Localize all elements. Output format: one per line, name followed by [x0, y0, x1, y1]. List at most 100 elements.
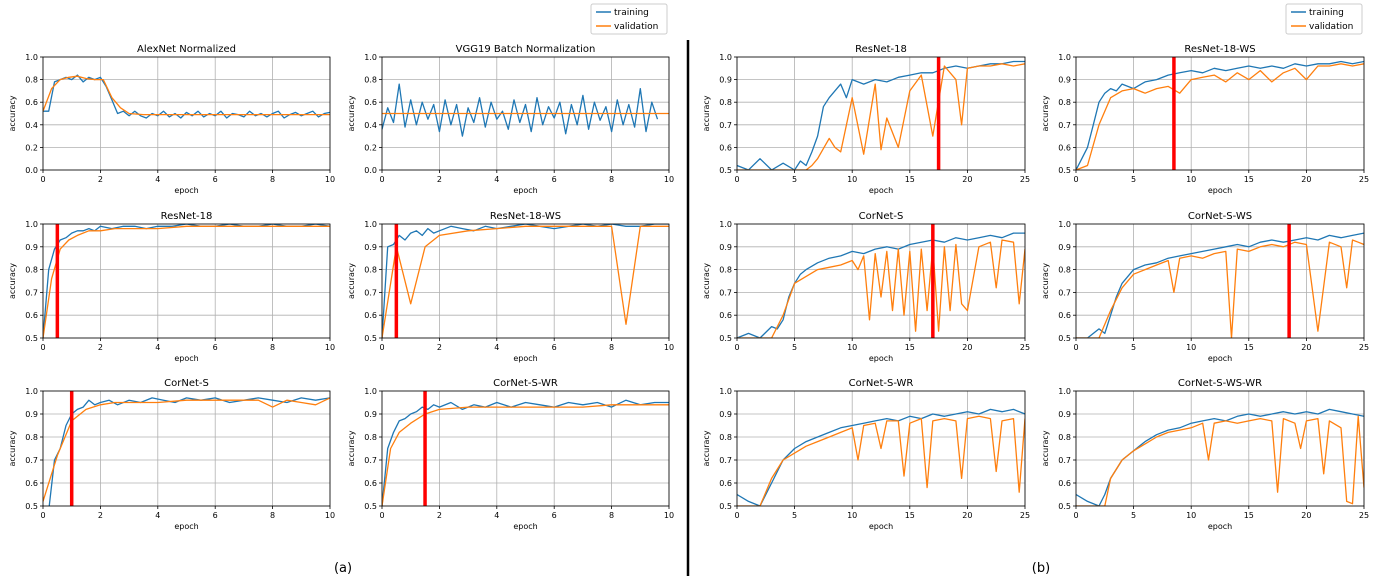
subplot-8: 0 5 10 15 20 25 0.5 0.6 0.7 0.8 0.9 1.0 CorNet-S epoc… — [702, 211, 1030, 363]
x-tick-label-0: 0 — [734, 175, 739, 184]
y-tick-label-4: 0.9 — [25, 410, 38, 419]
axes-frame — [42, 56, 331, 171]
y-tick-label-4: 0.9 — [719, 76, 732, 85]
x-tick-label-4: 20 — [962, 343, 972, 352]
y-tick-label-3: 0.8 — [719, 266, 732, 275]
x-tick-label-1: 5 — [1131, 343, 1136, 352]
y-tick-label-5: 1.0 — [25, 53, 38, 62]
x-tick-label-0: 0 — [40, 343, 45, 352]
subplot-11: 0 5 10 15 20 25 0.5 0.6 0.7 0.8 0.9 1.0 CorNet-S-WS-… — [1041, 378, 1369, 531]
y-tick-label-0: 0.5 — [25, 502, 38, 511]
series-line-training — [382, 83, 659, 137]
y-tick-label-2: 0.7 — [364, 456, 377, 465]
x-tick-label-1: 2 — [98, 343, 103, 352]
subplot-title: CorNet-S-WS — [1188, 211, 1252, 222]
series-line-training — [1076, 408, 1364, 506]
subplot-title: ResNet-18 — [855, 44, 907, 55]
series-line-validation — [1076, 415, 1364, 506]
series-line-training — [737, 60, 1025, 170]
y-tick-label-0: 0.5 — [1058, 334, 1071, 343]
x-tick-label-4: 20 — [962, 511, 972, 520]
y-tick-label-3: 0.6 — [364, 98, 377, 107]
x-tick-label-2: 10 — [847, 175, 857, 184]
axes-frame — [1075, 390, 1365, 507]
axes-frame — [42, 223, 331, 339]
x-tick-label-0: 0 — [379, 175, 384, 184]
y-tick-label-2: 0.7 — [719, 288, 732, 297]
subplot-title: CorNet-S — [164, 378, 209, 389]
series-line-training — [43, 224, 330, 338]
legend-a: training validation — [590, 3, 668, 35]
y-tick-label-2: 0.7 — [25, 288, 38, 297]
x-tick-label-3: 15 — [905, 511, 915, 520]
x-tick-label-5: 10 — [664, 511, 674, 520]
series-group — [1076, 224, 1364, 338]
x-axis-label: epoch — [1208, 522, 1232, 531]
x-tick-label-4: 20 — [1301, 343, 1311, 352]
x-tick-label-1: 2 — [437, 511, 442, 520]
x-tick-label-3: 15 — [1244, 511, 1254, 520]
x-tick-label-3: 6 — [552, 343, 557, 352]
y-tick-label-2: 0.7 — [364, 288, 377, 297]
y-tick-label-0: 0.5 — [25, 334, 38, 343]
x-tick-label-3: 6 — [552, 175, 557, 184]
x-tick-label-5: 25 — [1020, 175, 1030, 184]
y-axis-label: accuracy — [1041, 95, 1050, 131]
x-tick-label-3: 6 — [213, 511, 218, 520]
x-axis-label: epoch — [174, 186, 198, 195]
x-tick-label-1: 2 — [437, 343, 442, 352]
x-axis-label: epoch — [513, 186, 537, 195]
y-axis-label: accuracy — [702, 430, 711, 466]
y-tick-label-1: 0.6 — [1058, 143, 1071, 152]
x-tick-label-1: 5 — [1131, 511, 1136, 520]
series-group — [43, 74, 330, 119]
y-tick-label-2: 0.7 — [1058, 288, 1071, 297]
y-axis-label: accuracy — [702, 263, 711, 299]
x-tick-label-3: 15 — [1244, 343, 1254, 352]
y-tick-label-1: 0.2 — [25, 143, 38, 152]
subplot-3: 0 2 4 6 8 10 0.5 0.6 0.7 0.8 0.9 1.0 ResNet-18-WS epo… — [347, 211, 674, 363]
x-tick-label-4: 8 — [270, 511, 275, 520]
legend-b: training validation — [1285, 3, 1363, 35]
x-tick-label-0: 0 — [1073, 175, 1078, 184]
y-tick-label-4: 0.9 — [1058, 243, 1071, 252]
x-tick-label-5: 25 — [1020, 343, 1030, 352]
y-tick-label-3: 0.6 — [25, 98, 38, 107]
y-tick-label-4: 0.9 — [719, 410, 732, 419]
x-axis-label: epoch — [513, 522, 537, 531]
x-axis-label: epoch — [513, 354, 537, 363]
series-line-training — [737, 408, 1025, 506]
axes-frame — [381, 223, 670, 339]
series-line-validation — [43, 75, 330, 116]
axes-frame — [381, 56, 670, 171]
series-line-training — [1076, 60, 1364, 170]
x-tick-label-4: 20 — [1301, 511, 1311, 520]
subplot-title: VGG19 Batch Normalization — [456, 44, 596, 55]
x-tick-label-2: 4 — [155, 175, 160, 184]
axes-frame — [42, 390, 331, 507]
x-axis-label: epoch — [869, 354, 893, 363]
x-axis-label: epoch — [1208, 354, 1232, 363]
y-tick-label-3: 0.8 — [1058, 266, 1071, 275]
y-tick-label-3: 0.8 — [1058, 433, 1071, 442]
y-tick-label-4: 0.9 — [25, 243, 38, 252]
x-tick-label-2: 10 — [847, 343, 857, 352]
x-tick-label-4: 20 — [1301, 175, 1311, 184]
y-tick-label-5: 1.0 — [719, 53, 732, 62]
y-tick-label-4: 0.8 — [364, 76, 377, 85]
x-tick-label-5: 25 — [1020, 511, 1030, 520]
y-axis-label: accuracy — [347, 95, 356, 131]
x-tick-label-4: 8 — [609, 511, 614, 520]
x-tick-label-0: 0 — [734, 343, 739, 352]
series-line-training — [43, 397, 330, 506]
y-axis-label: accuracy — [1041, 430, 1050, 466]
subplot-4: 0 2 4 6 8 10 0.5 0.6 0.7 0.8 0.9 1.0 CorNet-S epoch ac… — [8, 378, 335, 531]
x-tick-label-3: 6 — [213, 175, 218, 184]
x-tick-label-1: 5 — [792, 343, 797, 352]
x-tick-label-3: 6 — [213, 343, 218, 352]
y-tick-label-3: 0.8 — [25, 433, 38, 442]
subplot-title: CorNet-S — [859, 211, 904, 222]
y-axis-label: accuracy — [347, 430, 356, 466]
y-tick-label-2: 0.4 — [364, 121, 377, 130]
y-axis-label: accuracy — [702, 95, 711, 131]
